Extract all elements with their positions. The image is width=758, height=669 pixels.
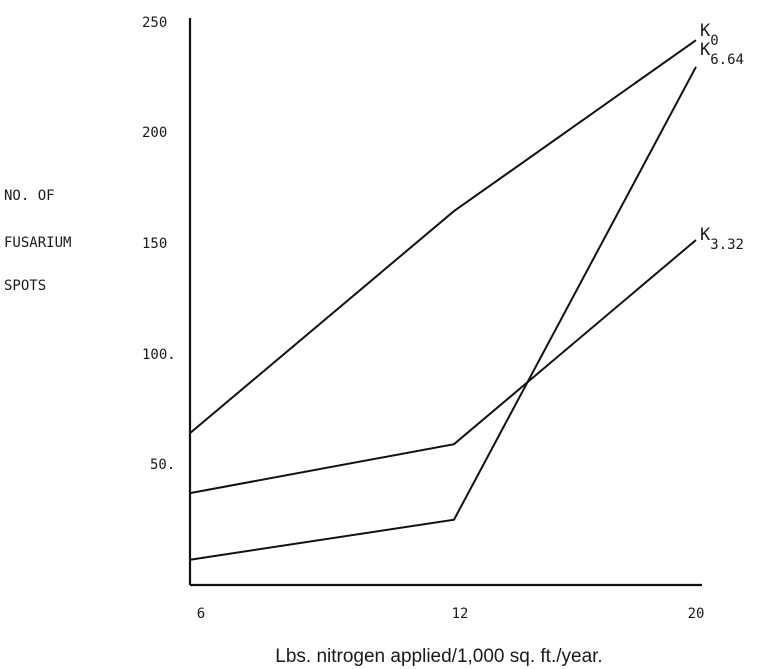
y-tick-label: 250 (142, 15, 167, 31)
series-label: K0 (700, 21, 719, 49)
series-label-main: K (700, 225, 711, 245)
y-axis-label-line-2: FUSARIUM (4, 235, 71, 251)
series-label-subscript: 0 (710, 33, 718, 49)
x-tick-label: 12 (452, 606, 469, 622)
series-K0: K0 (189, 21, 719, 434)
y-axis-label-line-1: NO. OF (4, 188, 55, 204)
x-tick-label: 6 (197, 606, 205, 622)
series-K6.64: K6.64 (189, 40, 744, 561)
series-label-subscript: 6.64 (710, 52, 744, 68)
series-line (189, 39, 697, 434)
series-label: K6.64 (700, 40, 744, 68)
series-line (189, 66, 697, 561)
series-line (189, 239, 697, 495)
y-axis-label-line-3: SPOTS (4, 278, 46, 294)
series-label-subscript: 3.32 (710, 237, 744, 253)
x-tick-label: 20 (688, 606, 705, 622)
series-label: K3.32 (700, 225, 744, 253)
series-label-main: K (700, 21, 711, 41)
y-tick-label: 100. (142, 347, 176, 363)
y-tick-label: 200 (142, 125, 167, 141)
series-K3.32: K3.32 (189, 225, 744, 495)
y-tick-label: 150 (142, 236, 167, 252)
series-label-main: K (700, 40, 711, 60)
y-tick-label: 50. (150, 457, 175, 473)
x-axis-label: Lbs. nitrogen applied/1,000 sq. ft./year… (275, 646, 602, 667)
